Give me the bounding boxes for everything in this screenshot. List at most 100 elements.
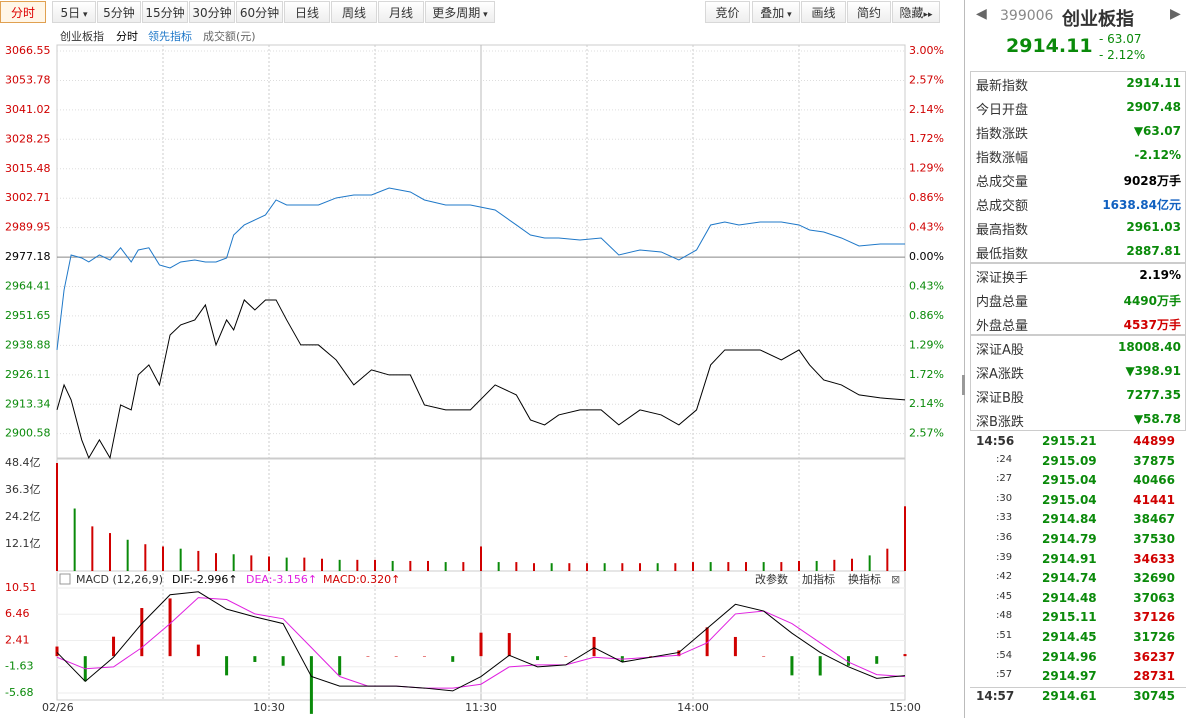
volume-bar (409, 560, 412, 571)
tick-time: :24 (996, 453, 1013, 465)
y2-tick-label: 2.57% (909, 427, 944, 440)
tick-time: :27 (996, 473, 1013, 485)
volume-bar (762, 562, 765, 571)
stat-value: ▼58.78 (1133, 412, 1181, 426)
macd-bar (592, 636, 596, 657)
macd-bar (536, 656, 540, 661)
y-tick-label: 2.41 (5, 634, 30, 647)
x-tick-label: 11:30 (465, 701, 497, 714)
stat-value: 2.19% (1139, 268, 1181, 282)
volume-bar (232, 554, 235, 571)
stat-label: 最高指数 (976, 223, 1029, 238)
volume-bar (374, 559, 376, 571)
y-tick-label: 6.46 (5, 607, 30, 620)
stats-section (970, 335, 1186, 431)
y-tick-label: 3066.55 (5, 44, 51, 57)
stat-value: 4490万手 (1123, 294, 1181, 308)
prev-arrow[interactable]: ◀ (976, 6, 987, 22)
volume-bar (692, 562, 694, 571)
chart-title: 创业板指 (60, 29, 104, 43)
volume-bar (798, 560, 800, 571)
tool-button[interactable]: 简约 (847, 1, 891, 23)
y2-tick-label: 3.00% (909, 44, 944, 57)
y-tick-label: 3015.48 (5, 162, 51, 175)
stat-value: 2887.81 (1126, 244, 1181, 258)
macd-bar (55, 646, 59, 657)
volume-bar (851, 558, 853, 571)
volume-bar (109, 533, 111, 571)
macd-bar (479, 632, 483, 657)
y2-tick-label: 0.00% (909, 250, 944, 263)
tool-button[interactable]: 竞价 (705, 1, 750, 23)
chart-title: MACD (12,26,9) (76, 573, 163, 586)
macd-bar (112, 636, 116, 657)
indicator-tool[interactable]: 改参数 (755, 572, 788, 586)
volume-bar (586, 563, 588, 571)
volume-bar (91, 526, 94, 571)
separator (970, 686, 1186, 688)
tool-button[interactable]: 隐藏▸▸ (892, 1, 940, 23)
y-tick-label: 2989.95 (5, 221, 51, 234)
period-button[interactable]: 周线 (331, 1, 377, 23)
period-button[interactable]: 更多周期 ▾ (425, 1, 495, 23)
y2-tick-label: 0.43% (909, 221, 944, 234)
volume-bar (621, 563, 624, 571)
x-tick-label: 10:30 (253, 701, 285, 714)
period-button[interactable]: 5日 ▾ (52, 1, 96, 23)
period-button[interactable]: 15分钟 (142, 1, 188, 23)
y2-tick-label: 1.29% (909, 161, 944, 174)
period-button[interactable]: 分时 (0, 1, 46, 23)
stat-value: ▼63.07 (1133, 124, 1181, 138)
legend-entry: 领先指标 (148, 29, 192, 43)
y-tick-label: 3028.25 (5, 132, 51, 145)
macd-bar (705, 627, 709, 657)
y2-tick-label: 2.57% (909, 74, 944, 87)
macd-bar (422, 656, 426, 657)
collapse-handle[interactable] (962, 375, 965, 395)
y-tick-label: 2977.18 (5, 250, 51, 263)
volume-bar (603, 563, 606, 571)
indicator-tool[interactable]: 换指标 (848, 572, 881, 586)
macd-bar (818, 656, 822, 676)
volume-bar (533, 563, 535, 571)
tick-volume: 41441 (1133, 492, 1175, 507)
period-button[interactable]: 30分钟 (189, 1, 235, 23)
volume-bar (886, 548, 889, 571)
y2-tick-label: 2.14% (909, 397, 944, 410)
stat-value: 2907.48 (1126, 100, 1181, 114)
volume-bar (780, 562, 783, 571)
tick-volume: 28731 (1133, 669, 1175, 684)
indicator-value: MACD:0.320↑ (323, 573, 400, 586)
stat-value: 18008.40 (1117, 340, 1181, 354)
tick-volume: 37530 (1133, 532, 1175, 546)
indicator-tool[interactable]: 加指标 (802, 572, 835, 586)
period-button[interactable]: 5分钟 (97, 1, 141, 23)
tool-button[interactable]: 叠加 ▾ (752, 1, 800, 23)
y-tick-label: 2951.65 (5, 309, 51, 322)
volume-bar (427, 560, 429, 571)
volume-bar (73, 508, 76, 571)
tick-time: :57 (996, 669, 1013, 681)
tool-button[interactable]: 画线 (801, 1, 846, 23)
indicator-value: DEA:-3.156↑ (246, 573, 317, 586)
close-icon[interactable]: ⊠ (891, 573, 900, 586)
tick-price: 2914.97 (1042, 669, 1097, 684)
period-button[interactable]: 60分钟 (236, 1, 283, 23)
macd-bar (649, 656, 653, 657)
volume-bar (639, 563, 641, 571)
volume-bar (391, 560, 394, 571)
next-arrow[interactable]: ▶ (1170, 6, 1181, 22)
stat-label: 深证换手 (976, 271, 1029, 286)
macd-bar (564, 656, 568, 657)
macd-bar (140, 608, 144, 657)
period-button[interactable]: 月线 (378, 1, 424, 23)
y2-tick-label: 2.14% (909, 103, 944, 116)
period-button[interactable]: 日线 (284, 1, 330, 23)
y-tick-label: -1.63 (5, 660, 33, 673)
stat-label: 外盘总量 (976, 319, 1029, 334)
x-tick-label: 15:00 (889, 701, 921, 714)
help-icon (59, 573, 71, 585)
macd-bar (366, 656, 370, 657)
stock-code: 399006 (1000, 8, 1054, 24)
volume-bar (815, 560, 818, 571)
